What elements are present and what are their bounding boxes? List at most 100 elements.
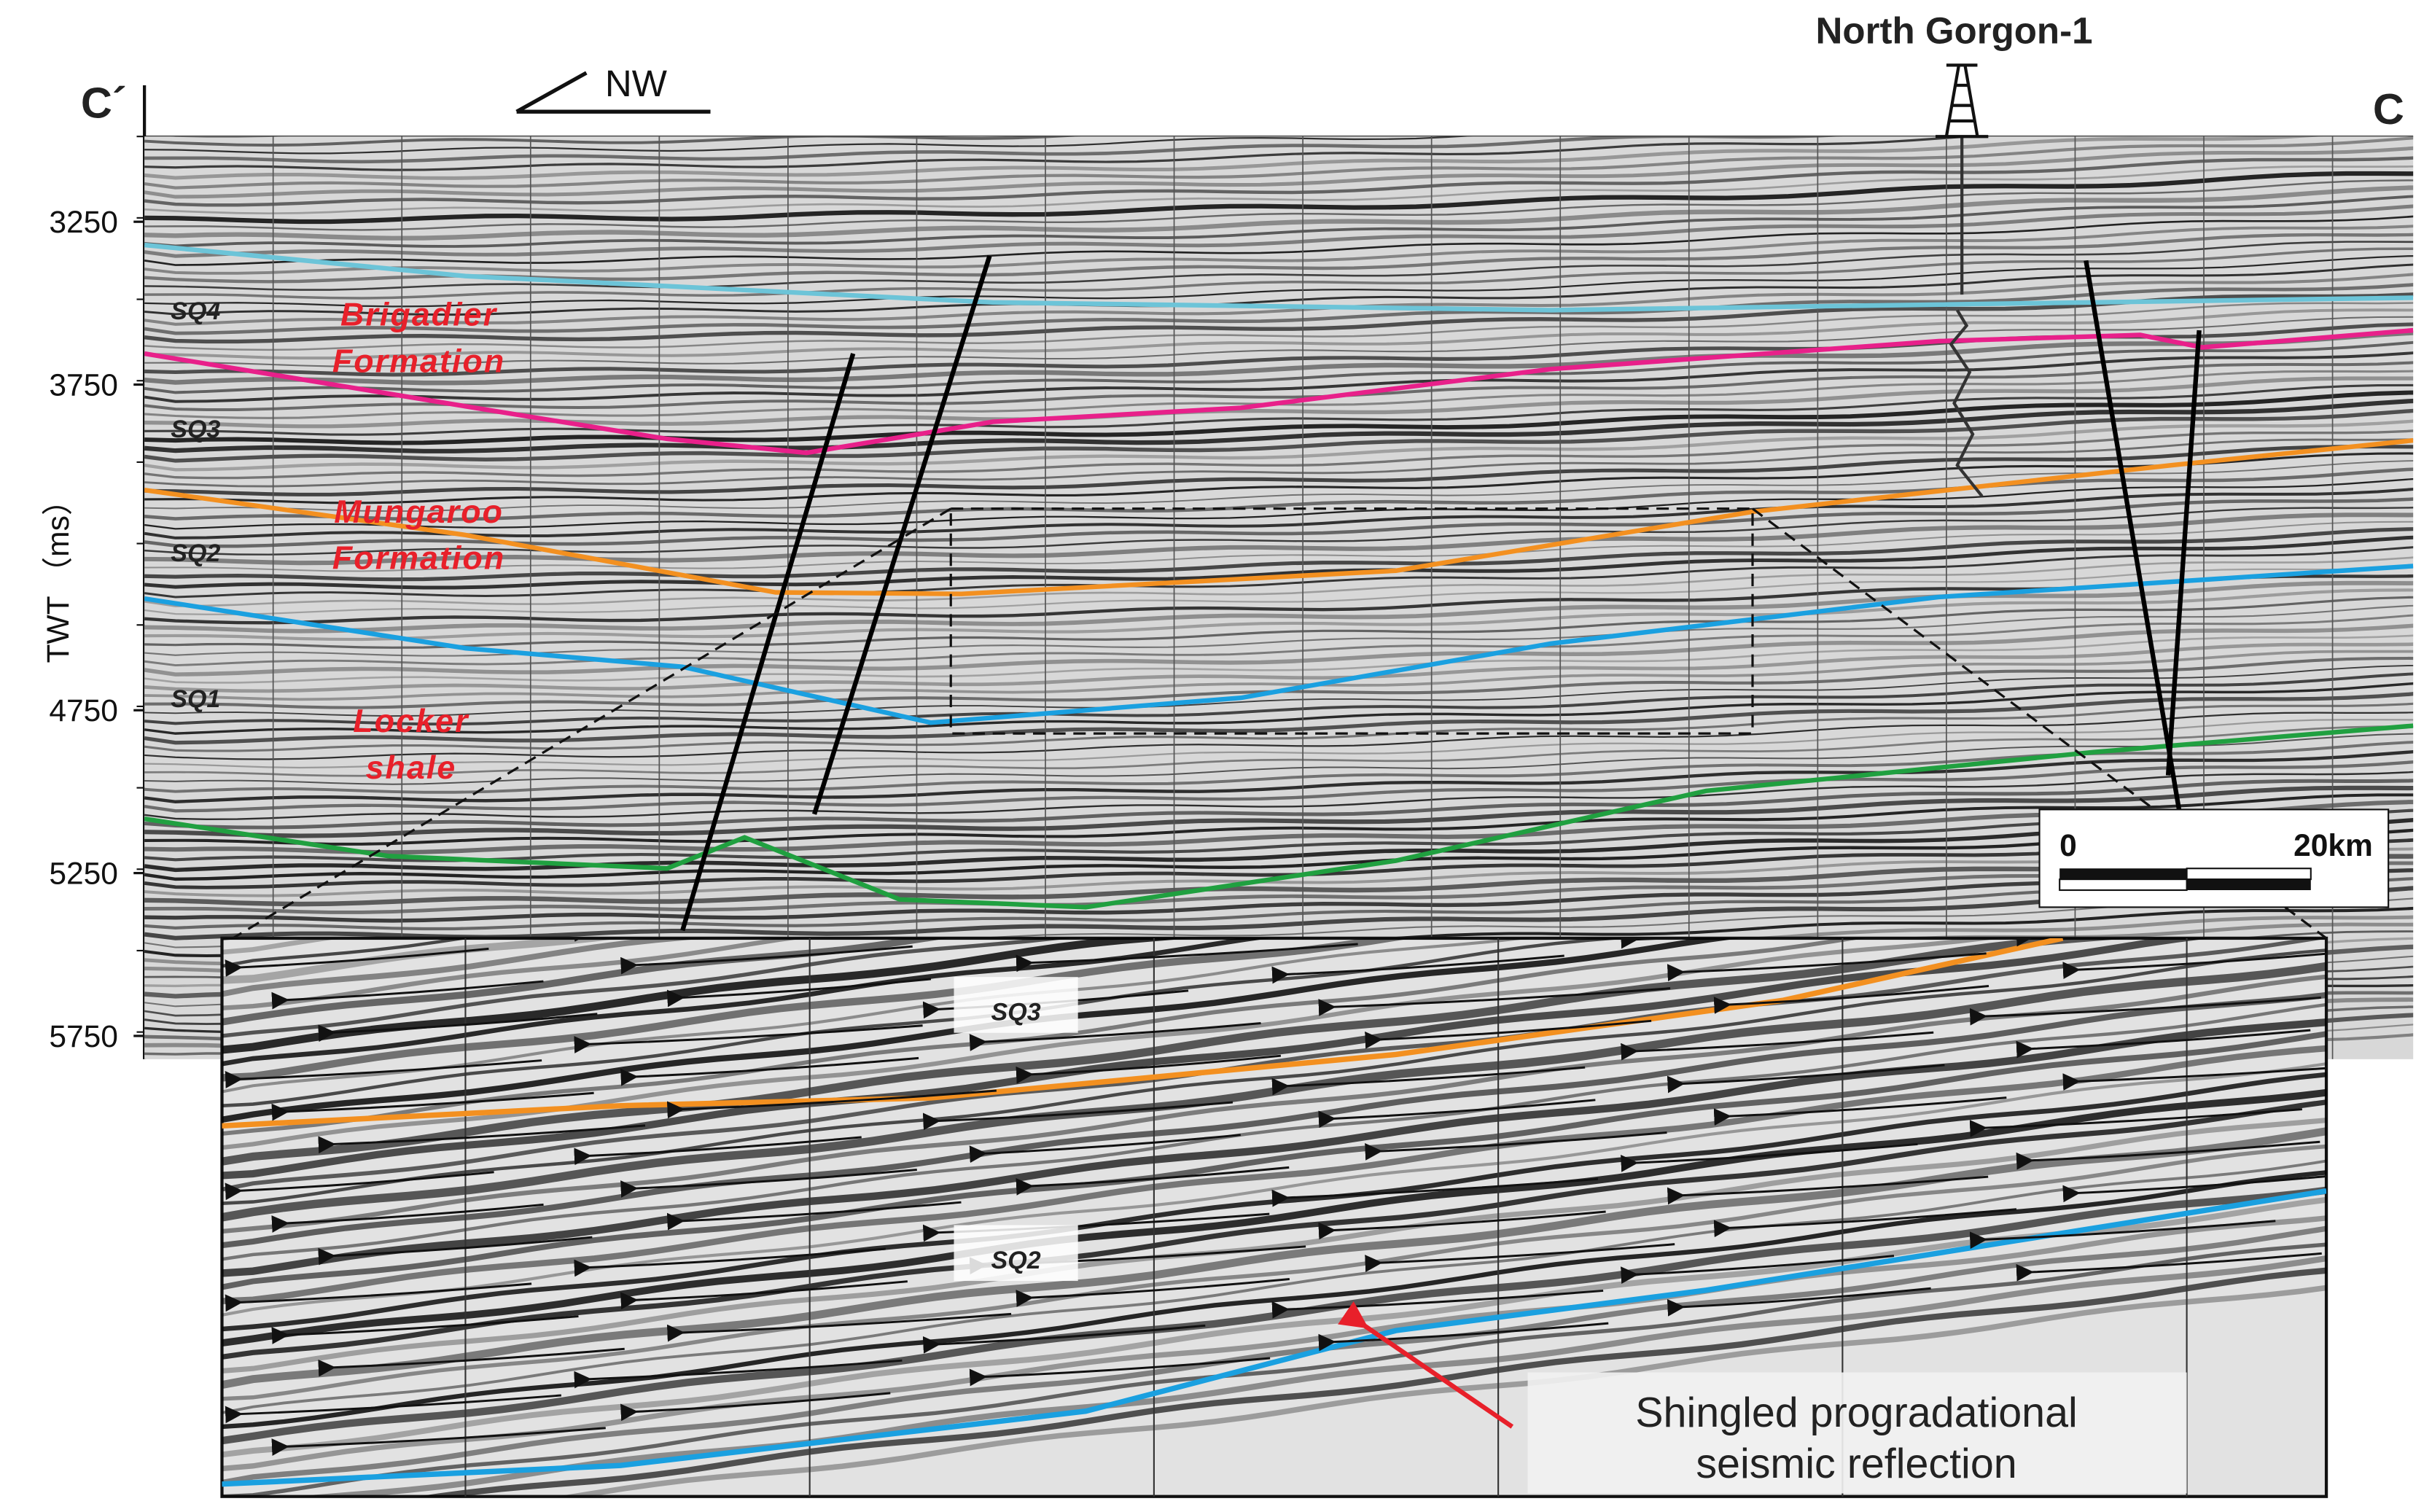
pointer-arrow — [1338, 1301, 1514, 1429]
section-end: C — [2373, 85, 2404, 133]
reflector — [144, 215, 2414, 266]
reflection-arrow — [271, 980, 544, 1010]
reflector — [222, 1045, 2327, 1304]
reflection-arrow — [271, 1091, 594, 1121]
reflection-arrows — [225, 938, 2327, 1456]
reflector — [222, 1002, 2327, 1261]
reflector — [144, 513, 2414, 566]
sequence: SQ1 — [171, 685, 220, 713]
reflector — [222, 938, 622, 984]
reflection-arrow — [969, 1357, 1271, 1387]
reflection-arrow — [1365, 1243, 1675, 1272]
reflector — [144, 725, 2414, 777]
reflector — [144, 78, 2432, 128]
reflector — [144, 664, 2414, 717]
reflection-arrow — [1969, 1220, 2276, 1250]
note: seismic reflection — [1696, 1441, 2016, 1487]
reflection-arrow — [666, 1201, 962, 1231]
reflection-arrow — [1969, 1108, 2302, 1137]
reflector — [144, 136, 1471, 155]
reflector — [556, 1285, 2327, 1497]
reflector — [222, 938, 2212, 1180]
reflector — [144, 156, 2414, 207]
reflection-arrow — [2062, 952, 2327, 979]
reflector — [144, 588, 2414, 642]
reflection-arrow — [1318, 987, 1671, 1016]
reflector — [222, 938, 2129, 1166]
reflector — [222, 1127, 2327, 1389]
reflector — [222, 938, 1866, 1136]
reflection-arrow — [1271, 1066, 1586, 1096]
inset-seq: SQ3 — [991, 999, 1041, 1026]
fault — [2165, 330, 2202, 776]
reflector — [222, 938, 1533, 1094]
reflector — [144, 302, 2414, 351]
reflector — [144, 136, 2414, 190]
reflector — [144, 308, 2414, 360]
reflector — [144, 779, 2414, 830]
reflector — [144, 316, 2414, 367]
reflection-arrow — [574, 1359, 903, 1389]
sequence: SQ3 — [171, 416, 220, 443]
reflector — [144, 642, 2414, 693]
reflector — [144, 614, 2414, 667]
reflection-arrow — [318, 1013, 598, 1043]
reflector — [144, 556, 2414, 607]
reflector — [144, 241, 2414, 291]
reflection-arrow — [666, 978, 932, 1008]
reflector — [222, 1099, 2327, 1360]
reflector — [144, 136, 2321, 180]
reflector — [144, 623, 2414, 677]
reflection-arrow — [1667, 1064, 1945, 1094]
reflector — [144, 634, 2414, 684]
reflection-arrow — [225, 1171, 494, 1201]
reflector — [222, 1225, 2327, 1486]
reflector — [222, 948, 2327, 1205]
scale-bar — [2186, 879, 2311, 891]
reflector — [144, 566, 2414, 615]
reflector — [144, 179, 2414, 231]
reflector — [144, 478, 2414, 530]
reflector — [222, 938, 1072, 1038]
reflection-arrow — [1667, 1287, 1931, 1317]
reflector — [144, 692, 2414, 745]
reflector — [222, 1018, 2327, 1277]
reflector — [144, 171, 2414, 225]
reflector — [144, 136, 1079, 147]
y-tick-label: 5750 — [49, 1019, 118, 1054]
y-tick-label: 3750 — [49, 367, 118, 402]
axis-ticks: 3250 3750 4750 5250 5750 — [49, 136, 145, 1054]
reflector — [144, 771, 2414, 821]
reflection-arrow — [271, 1427, 606, 1456]
reflector — [222, 938, 1741, 1123]
reflector — [144, 195, 2414, 248]
y-tick-label: 5250 — [49, 856, 118, 891]
formation: Formation — [332, 541, 505, 577]
reflection-arrow — [1318, 1099, 1596, 1129]
reflector — [144, 390, 2414, 445]
reflector — [144, 793, 2414, 846]
well-log — [1949, 136, 1984, 498]
reflector — [144, 361, 2414, 411]
reflection-arrow — [2016, 1029, 2311, 1059]
reflection-arrow — [1621, 1031, 1934, 1061]
reflector — [144, 760, 2414, 813]
reflector — [144, 702, 2414, 752]
formation: Formation — [332, 344, 505, 380]
reflection-arrow — [2016, 1252, 2322, 1282]
reflection-arrow — [1016, 943, 1358, 973]
horizon — [144, 723, 2414, 910]
reflection-arrow — [1318, 1322, 1609, 1352]
reflection-arrow — [620, 1280, 908, 1310]
reflector — [222, 1170, 2327, 1430]
label-bg — [954, 1225, 1078, 1282]
reflector — [144, 136, 1841, 164]
reflector — [144, 672, 2414, 726]
horizon — [144, 327, 2414, 456]
reflection-arrow — [1271, 1177, 1599, 1207]
reflection-arrow — [2062, 1067, 2327, 1091]
reflector — [144, 370, 2414, 420]
reflection-arrow — [666, 1312, 1012, 1342]
reflection-arrow — [1667, 1175, 1989, 1205]
well-icon — [1936, 63, 1989, 139]
